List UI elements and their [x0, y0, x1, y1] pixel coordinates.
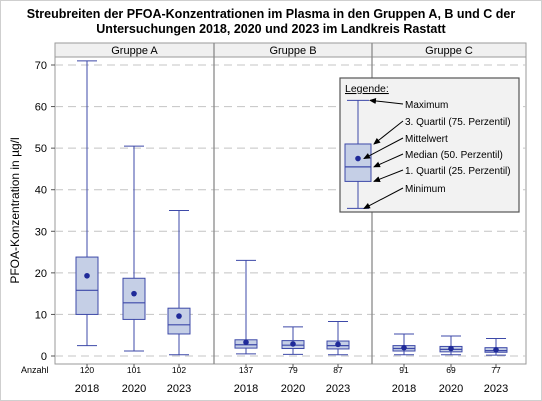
- legend-title: Legende:: [345, 83, 389, 95]
- y-axis-title: PFOA-Konzentration in µg/l: [8, 137, 22, 283]
- legend-item-label: 3. Quartil (75. Perzentil): [405, 117, 511, 128]
- legend-item-label: Median (50. Perzentil): [405, 150, 503, 161]
- y-tick-label: 0: [41, 351, 47, 363]
- count-value: 77: [491, 365, 501, 375]
- legend-arrow: [373, 153, 404, 168]
- x-tick-label: 2023: [484, 383, 508, 395]
- count-value: 101: [127, 365, 141, 375]
- legend-arrow: [373, 169, 404, 182]
- box-iqr-box: [122, 277, 146, 320]
- y-tick-label: 10: [35, 309, 47, 321]
- box-mean-dot: [335, 341, 341, 348]
- count-value: 91: [399, 365, 409, 375]
- legend-arrow: [363, 187, 404, 209]
- legend-item-label: Minimum: [405, 184, 446, 195]
- legend-arrow: [369, 98, 404, 105]
- legend-item-label: Maximum: [405, 100, 448, 111]
- box-mean-dot: [131, 290, 137, 297]
- legend-item-label: 1. Quartil (25. Perzentil): [405, 166, 511, 177]
- y-tick-label: 30: [35, 226, 47, 238]
- legend-arrow: [373, 120, 404, 145]
- legend-example-mean-dot: [355, 155, 361, 162]
- x-tick-label: 2018: [392, 383, 416, 395]
- chart-title-line-1: Streubreiten der PFOA-Konzentrationen im…: [26, 7, 516, 21]
- y-tick-label: 70: [35, 60, 47, 72]
- panel-header-label: Gruppe A: [111, 45, 158, 57]
- y-tick-label: 40: [35, 185, 47, 197]
- box-mean-dot: [401, 344, 407, 351]
- count-value: 79: [288, 365, 298, 375]
- count-value: 137: [239, 365, 253, 375]
- box-mean-dot: [448, 345, 454, 352]
- box-mean-dot: [84, 272, 90, 279]
- legend-arrow: [363, 137, 404, 160]
- box-mean-dot: [243, 339, 249, 346]
- count-value: 69: [446, 365, 456, 375]
- legend-example-iqr-box: [344, 143, 372, 182]
- box-iqr-box: [75, 256, 99, 315]
- plot-area-border: [54, 56, 527, 365]
- box-iqr-box: [167, 307, 191, 335]
- count-label: Anzahl: [21, 365, 49, 375]
- x-tick-label: 2018: [234, 383, 258, 395]
- panel-header-label: Gruppe B: [269, 45, 316, 57]
- box-mean-dot: [493, 346, 499, 353]
- x-tick-label: 2023: [167, 383, 191, 395]
- chart-title-line-2: Untersuchungen 2018, 2020 und 2023 im La…: [96, 22, 446, 36]
- x-tick-label: 2020: [122, 383, 146, 395]
- y-tick-label: 20: [35, 268, 47, 280]
- x-tick-label: 2020: [281, 383, 305, 395]
- box-mean-dot: [176, 313, 182, 319]
- count-value: 120: [80, 365, 94, 375]
- count-value: 102: [172, 365, 186, 375]
- x-tick-label: 2018: [75, 383, 99, 395]
- legend-item-label: Mittelwert: [405, 134, 448, 145]
- x-tick-label: 2023: [326, 383, 350, 395]
- box-mean-dot: [290, 341, 296, 347]
- y-tick-label: 50: [35, 143, 47, 155]
- y-tick-label: 60: [35, 102, 47, 114]
- count-value: 87: [333, 365, 343, 375]
- panel-header-label: Gruppe C: [425, 45, 473, 57]
- x-tick-label: 2020: [439, 383, 463, 395]
